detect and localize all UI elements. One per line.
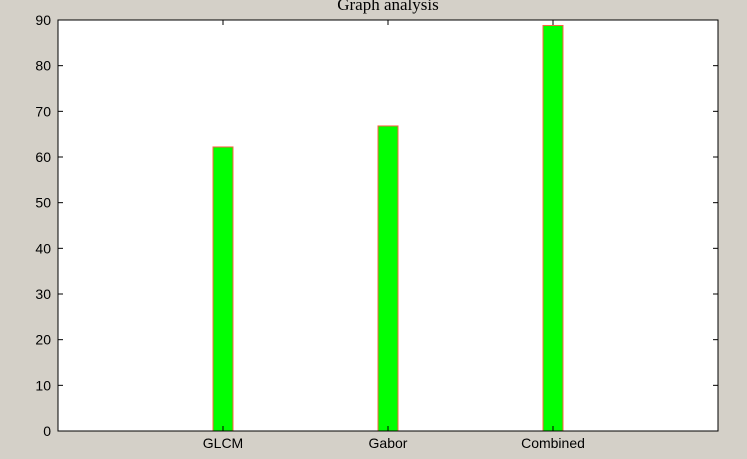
bar-glcm <box>212 146 234 432</box>
x-tick-label: Combined <box>521 435 585 451</box>
y-tick-label: 90 <box>35 12 51 28</box>
y-tick-label: 80 <box>35 58 51 74</box>
x-tick-label: GLCM <box>203 435 243 451</box>
y-tick-label: 60 <box>35 149 51 165</box>
x-tick-label: Gabor <box>369 435 408 451</box>
chart-title: Graph analysis <box>337 0 439 14</box>
y-tick-label: 30 <box>35 286 51 302</box>
bar-combined <box>542 24 564 432</box>
y-tick-label: 50 <box>35 195 51 211</box>
y-tick-label: 20 <box>35 332 51 348</box>
x-axis: GLCM Gabor Combined <box>203 20 585 451</box>
y-tick-label: 40 <box>35 240 51 256</box>
y-tick-label: 70 <box>35 103 51 119</box>
y-tick-label: 0 <box>43 423 51 439</box>
bar-gabor <box>377 125 399 432</box>
y-tick-label: 10 <box>35 377 51 393</box>
plot-frame <box>57 19 719 432</box>
bars-group <box>212 24 564 432</box>
